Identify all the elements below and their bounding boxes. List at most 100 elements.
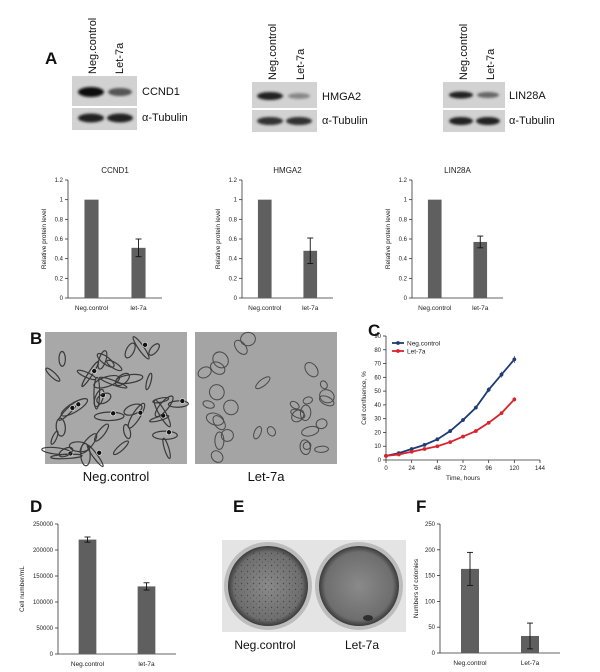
y-tick-label: 1 xyxy=(60,198,64,204)
x-category-label: Neg.control xyxy=(453,660,487,667)
x-category-label: let-7a xyxy=(302,305,319,312)
cell-outline xyxy=(319,389,335,404)
cell-outline xyxy=(304,362,319,378)
cell-outline xyxy=(152,430,178,440)
chart-hmga2: 0 0.2 0.4 0.6 0.8 1 1.2 Neg.control let-7a HMGA2 R… xyxy=(215,166,333,312)
rounded-cell xyxy=(137,409,144,416)
data-point xyxy=(396,452,401,457)
cell-outline xyxy=(212,351,229,369)
cell-outline xyxy=(60,398,89,417)
blot-loading-label: α-Tubulin xyxy=(509,115,555,127)
blot-lane-label-let7a: Let-7a xyxy=(485,48,497,80)
cell-outline xyxy=(302,396,313,405)
rounded-cell xyxy=(75,401,82,408)
panel-label-a: A xyxy=(45,49,57,68)
x-tick-label: 0 xyxy=(384,466,388,472)
bar-neg-control xyxy=(84,199,99,298)
data-point xyxy=(499,372,504,377)
x-tick-label: 120 xyxy=(509,466,520,472)
blot-band-let7a xyxy=(108,88,132,96)
y-tick-label: 200000 xyxy=(33,548,54,554)
y-tick-label: 0.2 xyxy=(399,276,408,282)
bar-neg-control xyxy=(78,539,97,654)
y-tick-label: 50 xyxy=(428,625,435,631)
data-point xyxy=(448,440,453,444)
legend-marker xyxy=(396,349,400,353)
y-tick-label: 0 xyxy=(234,296,238,302)
y-tick-label: 0 xyxy=(60,296,64,302)
rounded-cell xyxy=(166,429,172,436)
cell-outline xyxy=(220,429,234,442)
y-tick-label: 1.2 xyxy=(399,178,408,184)
cell-outline xyxy=(289,400,300,410)
panel-label-e: E xyxy=(233,497,244,516)
colony-caption-neg: Neg.control xyxy=(234,638,295,652)
colony-well-neg-control xyxy=(222,540,314,632)
y-tick-label: 20 xyxy=(374,430,381,436)
blot-band-let7a xyxy=(477,92,499,98)
y-tick-label: 250 xyxy=(425,522,436,528)
cell-outline xyxy=(93,388,105,408)
x-tick-label: 24 xyxy=(408,466,415,472)
panel-label-c: C xyxy=(368,321,380,340)
x-category-label: Neg.control xyxy=(248,305,282,312)
bar-let-7a xyxy=(137,586,156,654)
rounded-cell xyxy=(69,405,76,411)
cell-outline xyxy=(80,442,91,467)
x-category-label: let-7a xyxy=(130,305,147,312)
rounded-cell xyxy=(91,368,98,374)
data-point xyxy=(422,442,427,447)
y-tick-label: 0.2 xyxy=(229,276,238,282)
blot-target-label-lin28a: LIN28A xyxy=(509,90,546,102)
cell-outline xyxy=(233,339,248,355)
x-tick-label: 48 xyxy=(434,466,441,472)
y-axis-label: Cell number/mL xyxy=(19,566,26,612)
bar-neg-control xyxy=(257,199,272,298)
y-tick-label: 40 xyxy=(374,403,381,409)
y-axis-label: Relative protein level xyxy=(41,208,48,269)
cell-outline xyxy=(315,418,328,430)
data-point xyxy=(461,418,465,422)
chart-cellnumber: 0 50000 100000 150000 200000 250000 Neg.contro… xyxy=(19,522,176,668)
bar-let-7a xyxy=(473,241,488,298)
blot-membrane-tubulin xyxy=(443,110,505,132)
blot-target-label-ccnd1: CCND1 xyxy=(142,86,180,98)
blot-membrane-tubulin xyxy=(252,110,317,132)
y-tick-label: 0.8 xyxy=(229,217,238,223)
cell-outline xyxy=(299,404,312,422)
cell-outline xyxy=(210,361,226,375)
cell-outline xyxy=(167,400,189,408)
legend-label: Let-7a xyxy=(407,349,426,356)
y-tick-label: 150000 xyxy=(33,574,54,580)
y-tick-label: 0.6 xyxy=(55,237,64,243)
cell-outline xyxy=(106,359,123,372)
data-point xyxy=(486,420,491,425)
y-tick-label: 0 xyxy=(378,458,382,464)
cell-outline xyxy=(50,453,83,460)
y-tick-label: 100000 xyxy=(33,600,54,606)
cell-outline xyxy=(253,426,263,440)
x-tick-label: 96 xyxy=(485,466,492,472)
y-tick-label: 50000 xyxy=(36,626,53,632)
blot-band-tubulin-let7a xyxy=(107,113,133,123)
x-tick-label: 72 xyxy=(460,466,467,472)
cell-outline xyxy=(210,450,224,463)
cell-outline xyxy=(197,366,212,379)
legend-label: Neg.control xyxy=(407,341,441,348)
cell-outline xyxy=(58,350,66,367)
cell-outline xyxy=(96,392,112,405)
bar-neg-control xyxy=(427,199,442,298)
cell-outline xyxy=(123,403,143,416)
cell-outline xyxy=(58,446,74,458)
y-tick-label: 150 xyxy=(425,574,436,580)
cell-outline xyxy=(154,395,174,418)
series-line-let-7a xyxy=(385,398,515,457)
x-category-label: let-7a xyxy=(472,305,489,312)
y-tick-label: 1.2 xyxy=(55,178,64,184)
cell-outline xyxy=(162,437,171,460)
cell-outline xyxy=(114,372,130,387)
blot-band-neg xyxy=(257,92,283,100)
x-category-label: Let-7a xyxy=(521,660,540,667)
bar-let-7a xyxy=(303,250,318,298)
blot-ccnd1: Neg.control Let-7a CCND1 α-Tubulin xyxy=(72,18,188,130)
